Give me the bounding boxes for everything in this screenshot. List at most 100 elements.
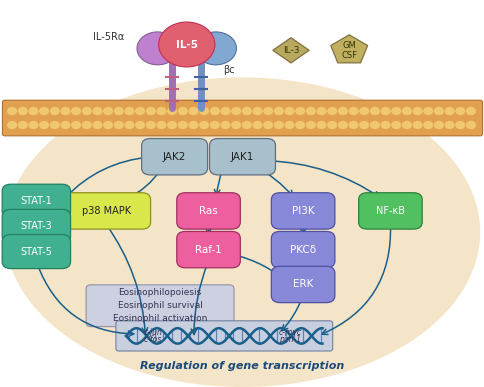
FancyBboxPatch shape <box>116 321 332 351</box>
FancyBboxPatch shape <box>2 209 70 243</box>
Circle shape <box>50 108 59 115</box>
Circle shape <box>317 108 325 115</box>
Circle shape <box>317 122 325 128</box>
Circle shape <box>434 108 442 115</box>
Circle shape <box>359 108 368 115</box>
Circle shape <box>157 108 166 115</box>
Circle shape <box>40 108 48 115</box>
Circle shape <box>104 122 112 128</box>
Circle shape <box>370 108 378 115</box>
FancyBboxPatch shape <box>271 231 334 268</box>
Circle shape <box>242 108 251 115</box>
Circle shape <box>306 108 315 115</box>
Circle shape <box>167 122 176 128</box>
Circle shape <box>29 122 38 128</box>
Circle shape <box>306 122 315 128</box>
Circle shape <box>466 108 474 115</box>
Circle shape <box>18 122 27 128</box>
Circle shape <box>391 122 400 128</box>
Text: IL-3: IL-3 <box>282 46 299 55</box>
Circle shape <box>72 108 80 115</box>
FancyBboxPatch shape <box>209 139 275 175</box>
Text: Ras: Ras <box>199 206 217 216</box>
Text: c-jun: c-jun <box>143 327 162 337</box>
FancyBboxPatch shape <box>63 193 150 229</box>
Circle shape <box>380 108 389 115</box>
Circle shape <box>338 108 347 115</box>
Circle shape <box>274 108 283 115</box>
Circle shape <box>210 122 219 128</box>
Circle shape <box>327 108 336 115</box>
Text: Regulation of gene transcription: Regulation of gene transcription <box>140 361 344 371</box>
Circle shape <box>146 108 155 115</box>
Circle shape <box>295 122 304 128</box>
Text: JAK2: JAK2 <box>163 152 186 162</box>
Text: STAT-3: STAT-3 <box>20 221 52 231</box>
Circle shape <box>412 108 421 115</box>
Circle shape <box>189 108 197 115</box>
Circle shape <box>434 122 442 128</box>
Circle shape <box>274 122 283 128</box>
Circle shape <box>402 122 410 128</box>
Circle shape <box>221 108 229 115</box>
Circle shape <box>412 122 421 128</box>
Circle shape <box>253 122 261 128</box>
Ellipse shape <box>136 32 178 65</box>
Ellipse shape <box>5 77 479 387</box>
Circle shape <box>178 108 187 115</box>
Circle shape <box>114 122 123 128</box>
Text: Eosinophilopoiesis
Eosinophil survival
Eosinophil activation: Eosinophilopoiesis Eosinophil survival E… <box>113 288 207 324</box>
Circle shape <box>8 108 16 115</box>
Circle shape <box>125 108 134 115</box>
Circle shape <box>104 108 112 115</box>
Circle shape <box>402 108 410 115</box>
Polygon shape <box>272 38 308 63</box>
Text: p38 MAPK: p38 MAPK <box>82 206 131 216</box>
Text: ERK: ERK <box>292 279 313 289</box>
Circle shape <box>72 122 80 128</box>
Circle shape <box>231 122 240 128</box>
FancyBboxPatch shape <box>176 231 240 268</box>
Circle shape <box>114 108 123 115</box>
Circle shape <box>61 108 70 115</box>
Circle shape <box>295 108 304 115</box>
Text: PI3K: PI3K <box>291 206 314 216</box>
Circle shape <box>423 108 432 115</box>
Circle shape <box>136 108 144 115</box>
Circle shape <box>136 122 144 128</box>
Text: pim-1: pim-1 <box>278 335 301 344</box>
Circle shape <box>253 108 261 115</box>
Circle shape <box>93 122 102 128</box>
Circle shape <box>210 108 219 115</box>
Circle shape <box>391 108 400 115</box>
Circle shape <box>82 122 91 128</box>
Circle shape <box>466 122 474 128</box>
Circle shape <box>199 108 208 115</box>
FancyBboxPatch shape <box>271 266 334 303</box>
Text: c-myc: c-myc <box>278 327 301 337</box>
Circle shape <box>178 122 187 128</box>
FancyBboxPatch shape <box>176 193 240 229</box>
Circle shape <box>444 108 453 115</box>
Circle shape <box>348 122 357 128</box>
Circle shape <box>359 122 368 128</box>
Ellipse shape <box>195 32 236 65</box>
FancyBboxPatch shape <box>358 193 421 229</box>
Circle shape <box>40 122 48 128</box>
Circle shape <box>285 122 293 128</box>
Circle shape <box>348 108 357 115</box>
FancyBboxPatch shape <box>2 184 70 218</box>
Circle shape <box>338 122 347 128</box>
Circle shape <box>455 108 464 115</box>
Circle shape <box>18 108 27 115</box>
Text: NF-κB: NF-κB <box>375 206 404 216</box>
Circle shape <box>50 122 59 128</box>
Circle shape <box>423 122 432 128</box>
Circle shape <box>125 122 134 128</box>
Circle shape <box>242 122 251 128</box>
FancyBboxPatch shape <box>2 235 70 269</box>
Text: PKCδ: PKCδ <box>289 245 316 255</box>
Circle shape <box>327 122 336 128</box>
Circle shape <box>158 22 214 67</box>
FancyBboxPatch shape <box>271 193 334 229</box>
